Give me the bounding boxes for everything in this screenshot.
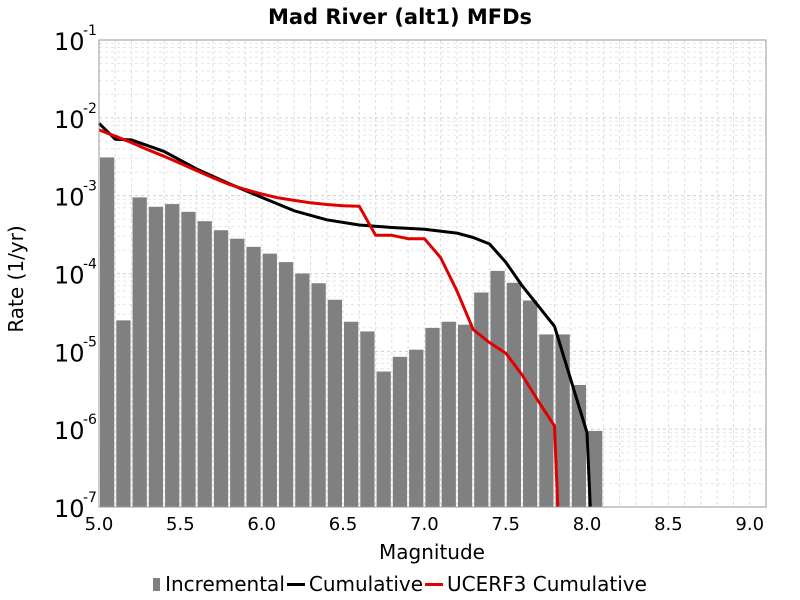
y-tick-base: 10	[54, 339, 85, 367]
incremental-bars	[100, 157, 603, 508]
incremental-bar	[441, 321, 456, 507]
x-tick-labels: 5.0 5.5 6.0 6.5 7.0 7.5 8.0 8.5 9.0	[85, 514, 764, 535]
y-tick-exponent: -4	[83, 257, 97, 273]
legend-swatch-ucerf3	[425, 582, 444, 586]
x-tick-label: 9.0	[735, 514, 764, 535]
legend-swatch-incremental	[153, 577, 161, 591]
legend-item-incremental: Incremental	[153, 572, 285, 596]
y-tick-base: 10	[54, 184, 85, 212]
x-tick-label: 5.0	[85, 514, 114, 535]
incremental-bar	[409, 349, 424, 507]
incremental-bar	[132, 197, 147, 507]
incremental-bar	[213, 230, 229, 508]
incremental-bar	[295, 273, 310, 507]
y-tick-label: 10-5	[54, 334, 97, 367]
chart-title: Mad River (alt1) MFDs	[268, 5, 532, 29]
y-tick-exponent: -7	[83, 490, 97, 506]
x-tick-label: 6.0	[247, 514, 276, 535]
incremental-bar	[490, 270, 505, 507]
incremental-bar	[148, 206, 164, 508]
y-tick-exponent: -3	[83, 179, 97, 195]
y-axis-label: Rate (1/yr)	[4, 225, 28, 332]
y-tick-exponent: -5	[83, 334, 97, 350]
legend-item-ucerf3: UCERF3 Cumulative	[423, 572, 647, 596]
series-lines	[97, 122, 592, 508]
cumulative-line	[97, 122, 592, 508]
y-tick-labels: 10-110-210-310-410-510-610-7	[54, 23, 97, 523]
y-tick-base: 10	[54, 417, 85, 445]
legend-label-ucerf3: UCERF3 Cumulative	[447, 572, 647, 596]
incremental-bar	[506, 282, 521, 507]
y-tick-label: 10-3	[54, 179, 97, 212]
incremental-bar	[555, 334, 570, 507]
incremental-bar	[539, 334, 554, 507]
y-tick-exponent: -1	[83, 23, 97, 39]
ucerf3-cumulative-line	[98, 128, 560, 508]
x-axis-label: Magnitude	[379, 540, 485, 564]
y-tick-base: 10	[54, 28, 85, 56]
incremental-bar	[165, 204, 180, 507]
y-tick-label: 10-2	[54, 101, 97, 134]
incremental-bar	[197, 221, 212, 507]
incremental-bar	[230, 238, 245, 507]
x-tick-label: 5.5	[166, 514, 195, 535]
incremental-bar	[522, 300, 538, 507]
legend-swatch-cumulative	[286, 582, 305, 586]
incremental-bar	[474, 292, 489, 507]
legend-label-cumulative: Cumulative	[308, 572, 424, 596]
x-tick-label: 6.5	[329, 514, 358, 535]
incremental-bar	[425, 327, 440, 507]
incremental-bar	[344, 321, 359, 507]
incremental-bar	[116, 320, 131, 507]
incremental-bar	[278, 262, 294, 507]
incremental-bar	[376, 371, 391, 507]
y-tick-label: 10-6	[54, 412, 97, 445]
incremental-bar	[181, 211, 196, 508]
x-tick-label: 8.0	[573, 514, 602, 535]
incremental-bar	[246, 246, 261, 508]
incremental-bar	[100, 157, 115, 507]
legend: Incremental Cumulative UCERF3 Cumulative	[0, 571, 800, 597]
incremental-bar	[392, 356, 408, 507]
incremental-bar	[327, 299, 343, 507]
incremental-bar	[588, 430, 603, 507]
x-tick-label: 8.5	[654, 514, 683, 535]
incremental-bar	[360, 331, 375, 507]
y-tick-base: 10	[54, 495, 85, 523]
y-tick-base: 10	[54, 106, 85, 134]
incremental-bar	[311, 283, 326, 507]
incremental-bar	[262, 253, 277, 507]
legend-item-cumulative: Cumulative	[285, 572, 423, 596]
y-tick-exponent: -2	[83, 101, 97, 117]
y-tick-label: 10-4	[54, 257, 97, 290]
y-tick-label: 10-7	[54, 490, 97, 523]
y-tick-base: 10	[54, 262, 85, 290]
y-tick-exponent: -6	[83, 412, 97, 428]
x-tick-label: 7.0	[410, 514, 439, 535]
incremental-bar	[457, 324, 473, 507]
y-tick-label: 10-1	[54, 23, 97, 56]
x-tick-label: 7.5	[491, 514, 520, 535]
legend-label-incremental: Incremental	[165, 572, 285, 596]
plot-frame	[98, 39, 767, 508]
